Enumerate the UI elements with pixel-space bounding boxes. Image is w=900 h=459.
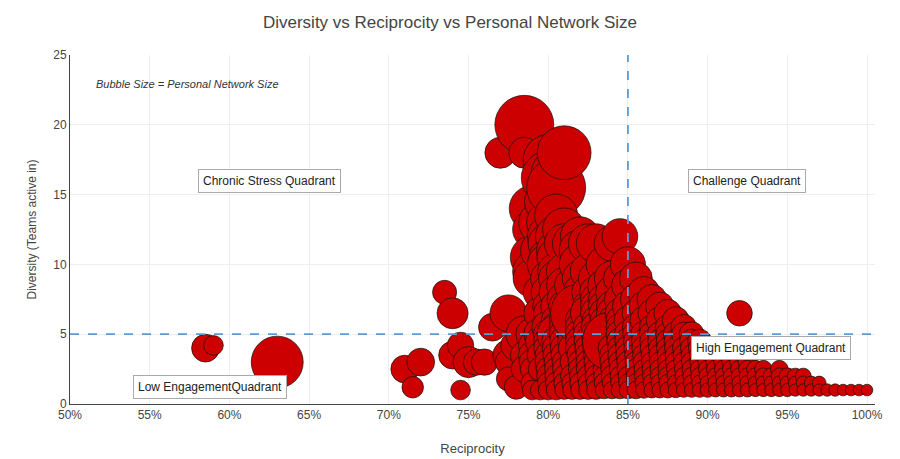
svg-text:70%: 70% bbox=[377, 408, 401, 422]
svg-text:55%: 55% bbox=[138, 408, 162, 422]
svg-text:10: 10 bbox=[53, 258, 67, 272]
svg-text:Diversity vs Reciprocity vs Pe: Diversity vs Reciprocity vs Personal Net… bbox=[263, 13, 637, 32]
svg-text:5: 5 bbox=[60, 327, 67, 341]
svg-text:75%: 75% bbox=[456, 408, 480, 422]
svg-text:Diversity (Teams active in): Diversity (Teams active in) bbox=[25, 159, 39, 299]
svg-text:Low EngagementQuadrant: Low EngagementQuadrant bbox=[138, 380, 282, 394]
svg-text:Challenge Quadrant: Challenge Quadrant bbox=[693, 174, 801, 188]
svg-text:Chronic Stress Quadrant: Chronic Stress Quadrant bbox=[203, 174, 336, 188]
svg-text:100%: 100% bbox=[852, 408, 883, 422]
svg-text:20: 20 bbox=[53, 118, 67, 132]
svg-text:85%: 85% bbox=[616, 408, 640, 422]
svg-text:High Engagement Quadrant: High Engagement Quadrant bbox=[696, 341, 846, 355]
svg-text:50%: 50% bbox=[58, 408, 82, 422]
svg-text:95%: 95% bbox=[775, 408, 799, 422]
svg-text:15: 15 bbox=[53, 188, 67, 202]
svg-text:0: 0 bbox=[60, 397, 67, 411]
svg-text:Reciprocity: Reciprocity bbox=[440, 441, 505, 456]
svg-text:60%: 60% bbox=[217, 408, 241, 422]
svg-text:80%: 80% bbox=[536, 408, 560, 422]
svg-text:90%: 90% bbox=[696, 408, 720, 422]
svg-text:Bubble Size = Personal Network: Bubble Size = Personal Network Size bbox=[96, 78, 279, 90]
svg-text:65%: 65% bbox=[297, 408, 321, 422]
svg-text:25: 25 bbox=[53, 48, 67, 62]
